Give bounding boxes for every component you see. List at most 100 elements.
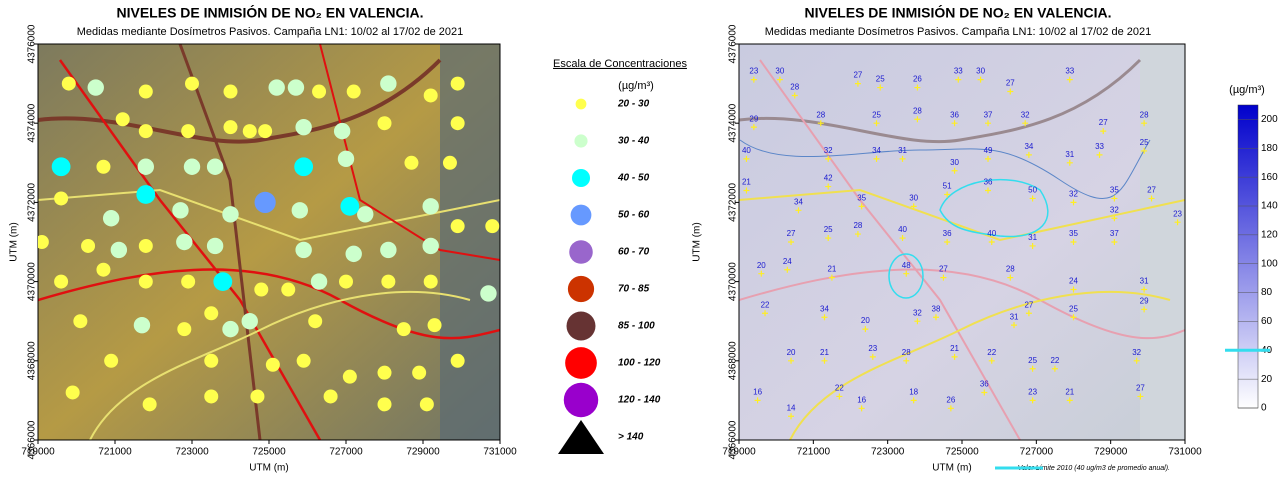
legend-marker	[574, 134, 587, 147]
site-value: 23	[1173, 209, 1182, 218]
site-marker	[485, 219, 499, 233]
site-value: 35	[857, 193, 866, 202]
site-marker	[451, 77, 465, 91]
site-marker	[312, 85, 326, 99]
colorbar-tick-label: 20	[1261, 374, 1273, 385]
site-value: 40	[898, 225, 907, 234]
y-tick-label: 4370000	[27, 262, 38, 301]
site-value: 30	[976, 67, 985, 76]
site-value: 42	[824, 174, 833, 183]
chart-subtitle: Medidas mediante Dosímetros Pasivos. Cam…	[77, 26, 463, 38]
site-value: 31	[1065, 150, 1074, 159]
site-marker	[139, 85, 153, 99]
legend-label: 50 - 60	[618, 210, 650, 221]
colorbar-tick-label: 60	[1261, 316, 1273, 327]
site-marker	[346, 246, 362, 262]
legend-label: 30 - 40	[618, 136, 650, 147]
x-axis-label: UTM (m)	[249, 463, 288, 474]
site-value: 28	[913, 106, 922, 115]
y-tick-label: 4376000	[27, 24, 38, 63]
legend-marker	[569, 240, 593, 264]
site-value: 16	[753, 388, 762, 397]
site-value: 25	[1069, 304, 1078, 313]
site-value: 16	[857, 395, 866, 404]
site-value: 21	[742, 178, 751, 187]
legend-marker	[572, 169, 590, 187]
site-marker	[340, 197, 359, 216]
x-tick-label: 731000	[483, 447, 517, 458]
legend-label: 100 - 120	[618, 358, 661, 369]
site-marker	[116, 112, 130, 126]
chart-title: NIVELES DE INMISIÓN DE NO₂ EN VALENCIA.	[117, 4, 424, 21]
legend-label: 40 - 50	[617, 173, 650, 184]
site-value: 35	[1069, 229, 1078, 238]
legend-marker	[571, 205, 592, 226]
site-marker	[181, 124, 195, 138]
site-marker	[311, 273, 327, 289]
site-value: 18	[909, 388, 918, 397]
x-tick-label: 729000	[1094, 447, 1128, 458]
site-marker	[242, 313, 258, 329]
site-value: 31	[1140, 277, 1149, 286]
site-marker	[292, 202, 308, 218]
y-tick-label: 4374000	[27, 103, 38, 142]
site-value: 30	[909, 193, 918, 202]
x-tick-label: 725000	[252, 447, 286, 458]
site-value: 28	[816, 110, 825, 119]
site-marker	[255, 192, 276, 213]
site-value: 27	[853, 71, 862, 80]
x-axis-label: UTM (m)	[932, 463, 971, 474]
site-marker	[181, 275, 195, 289]
site-marker	[143, 397, 157, 411]
site-marker	[204, 389, 218, 403]
x-tick-label: 721000	[98, 447, 132, 458]
x-tick-label: 731000	[1168, 447, 1202, 458]
site-marker	[420, 397, 434, 411]
page: NIVELES DE INMISIÓN DE NO₂ EN VALENCIA. …	[0, 0, 1282, 480]
colorbar-tick-label: 0	[1261, 403, 1267, 414]
colorbar-tick-label: 200	[1261, 114, 1278, 125]
site-marker	[222, 206, 238, 222]
site-marker	[357, 206, 373, 222]
site-value: 32	[1110, 205, 1119, 214]
y-tick-label: 4374000	[728, 103, 739, 142]
chart-subtitle: Medidas mediante Dosímetros Pasivos. Cam…	[765, 26, 1151, 38]
site-marker	[213, 272, 232, 291]
site-value: 27	[1136, 384, 1145, 393]
legend-label: 70 - 85	[618, 284, 650, 295]
site-value: 36	[980, 380, 989, 389]
site-marker	[139, 239, 153, 253]
site-marker	[424, 275, 438, 289]
site-value: 34	[820, 304, 829, 313]
site-marker	[184, 159, 200, 175]
site-value: 21	[1065, 388, 1074, 397]
site-value: 25	[1140, 138, 1149, 147]
x-tick-label: 727000	[1020, 447, 1054, 458]
site-value: 48	[902, 261, 911, 270]
site-marker	[480, 285, 496, 301]
legend-label: > 140	[618, 432, 644, 443]
site-value: 28	[853, 221, 862, 230]
site-value: 32	[1021, 110, 1030, 119]
site-marker	[66, 385, 80, 399]
y-tick-label: 4368000	[728, 341, 739, 380]
site-marker	[177, 322, 191, 336]
site-value: 32	[913, 308, 922, 317]
site-value: 25	[876, 75, 885, 84]
site-marker	[404, 156, 418, 170]
legend-label: 85 - 100	[618, 321, 655, 332]
site-value: 25	[872, 110, 881, 119]
legend-marker	[564, 383, 598, 417]
y-tick-label: 4376000	[728, 24, 739, 63]
site-value: 40	[987, 229, 996, 238]
legend-label: 20 - 30	[617, 99, 650, 110]
site-value: 33	[1095, 142, 1104, 151]
site-marker	[338, 151, 354, 167]
site-value: 27	[1024, 300, 1033, 309]
site-value: 22	[987, 348, 996, 357]
y-tick-label: 4370000	[728, 262, 739, 301]
site-value: 30	[950, 158, 959, 167]
site-marker	[35, 235, 49, 249]
site-value: 33	[1065, 67, 1074, 76]
site-value: 34	[872, 146, 881, 155]
